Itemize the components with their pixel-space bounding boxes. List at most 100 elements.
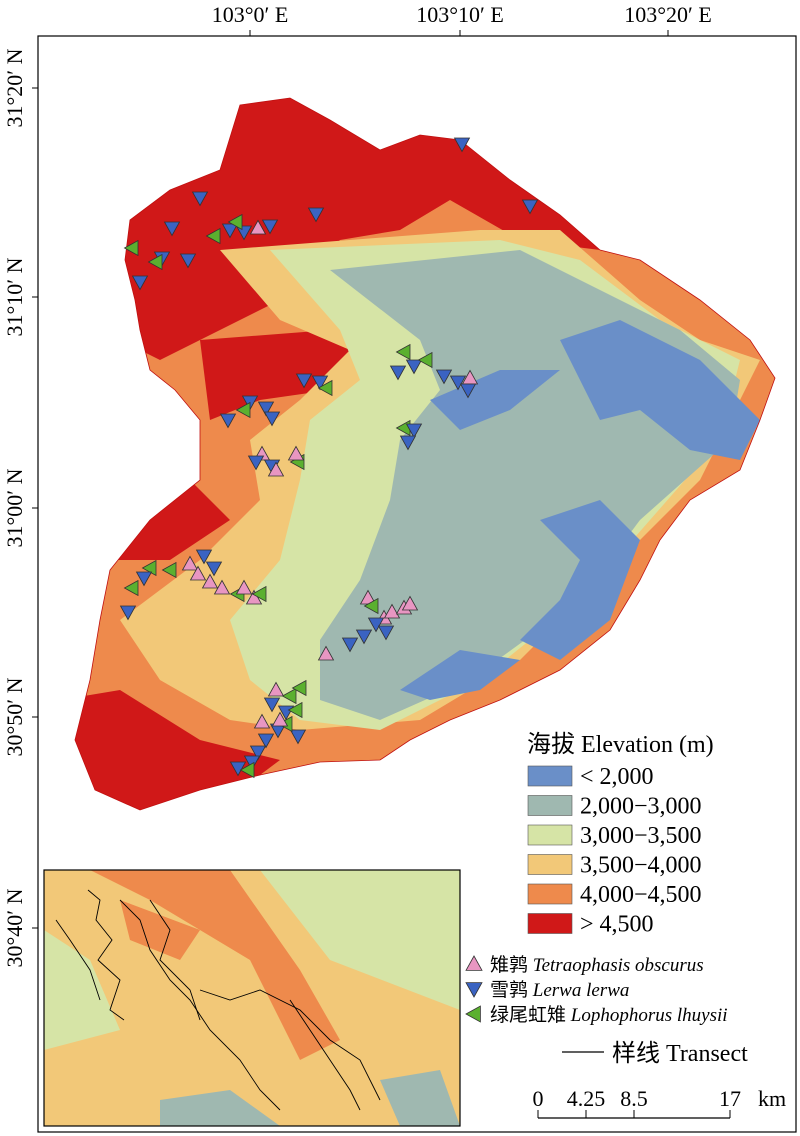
triangle-left-icon: [287, 701, 303, 719]
triangle-left-icon: [235, 401, 251, 419]
triangle-left-icon: [465, 1005, 481, 1023]
graticule: 103°0′ E 103°10′ E 103°20′ E 31°20′ N 31…: [2, 2, 712, 968]
triangle-down-icon: [219, 413, 237, 429]
triangle-left-icon: [281, 687, 297, 705]
legend-swatch: [527, 824, 573, 846]
triangle-down-icon: [465, 982, 483, 998]
triangle-up-icon: [465, 955, 483, 971]
map-frame: [37, 35, 797, 1133]
scale-bar: 0 4.25 8.5 17 km: [533, 1086, 786, 1119]
lat-label-31-20: 31°20′ N: [2, 48, 27, 127]
occurrence-markers: [119, 137, 539, 779]
legend-species-label: 雪鹑 Lerwa lerwa: [490, 979, 629, 1001]
lon-label-103-20: 103°20′ E: [624, 2, 712, 27]
triangle-down-icon: [311, 375, 329, 391]
inset-map: [43, 869, 461, 1127]
triangle-down-icon: [453, 137, 471, 153]
legend-class-label: > 4,500: [580, 912, 654, 938]
triangle-down-icon: [295, 373, 313, 389]
triangle-left-icon: [363, 597, 379, 615]
triangle-up-icon: [267, 681, 285, 697]
triangle-up-icon: [253, 713, 271, 729]
triangle-up-icon: [201, 573, 219, 589]
scale-unit: km: [758, 1086, 786, 1111]
triangle-left-icon: [123, 239, 139, 257]
triangle-up-icon: [271, 711, 289, 727]
triangle-up-icon: [287, 445, 305, 461]
triangle-down-icon: [229, 761, 247, 777]
triangle-down-icon: [367, 617, 385, 633]
triangle-down-icon: [249, 745, 267, 761]
elev-zone-lt2000: [560, 320, 760, 460]
lat-label-31-00: 31°00′ N: [2, 468, 27, 547]
legend-swatch: [527, 795, 573, 816]
transect-legend-label: 样线 Transect: [612, 1040, 748, 1067]
triangle-up-icon: [401, 595, 419, 611]
triangle-down-icon: [235, 225, 253, 241]
triangle-down-icon: [221, 223, 239, 239]
lat-label-31-10: 31°10′ N: [2, 257, 27, 336]
triangle-down-icon: [289, 729, 307, 745]
legend-class-label: 3,500−4,000: [580, 853, 702, 879]
triangle-left-icon: [227, 213, 243, 231]
triangle-down-icon: [263, 411, 281, 427]
triangle-down-icon: [341, 637, 359, 653]
legend-class-label: 2,000−3,000: [580, 794, 702, 820]
triangle-left-icon: [291, 679, 307, 697]
lon-label-103-10: 103°10′ E: [416, 2, 504, 27]
triangle-left-icon: [317, 379, 333, 397]
triangle-down-icon: [179, 253, 197, 269]
triangle-down-icon: [257, 401, 275, 417]
inset-transect-lines: [55, 889, 381, 1111]
legend-species-label: 绿尾虹雉 Lophophorus lhuysii: [490, 1004, 728, 1026]
triangle-up-icon: [213, 579, 231, 595]
triangle-left-icon: [395, 343, 411, 361]
legend-class-label: 4,000−4,500: [580, 882, 702, 908]
triangle-up-icon: [267, 461, 285, 477]
triangle-left-icon: [251, 585, 267, 603]
scale-label-8-5: 8.5: [620, 1086, 648, 1111]
legend-species-label: 雉鹑 Tetraophasis obscurus: [490, 954, 704, 976]
triangle-up-icon: [383, 603, 401, 619]
triangle-down-icon: [521, 199, 539, 215]
triangle-down-icon: [389, 365, 407, 381]
triangle-down-icon: [435, 369, 453, 385]
triangle-up-icon: [249, 219, 267, 235]
triangle-down-icon: [257, 733, 275, 749]
elevation-raster: [75, 98, 775, 810]
triangle-down-icon: [307, 207, 325, 223]
triangle-up-icon: [181, 555, 199, 571]
triangle-up-icon: [317, 645, 335, 661]
triangle-down-icon: [355, 629, 373, 645]
legend-swatch: [527, 913, 573, 934]
triangle-down-icon: [135, 571, 153, 587]
triangle-left-icon: [417, 351, 433, 369]
triangle-left-icon: [205, 227, 221, 245]
legend-title: 海拔 Elevation (m): [527, 731, 714, 758]
triangle-down-icon: [449, 375, 467, 391]
triangle-down-icon: [195, 549, 213, 565]
legend: 海拔 Elevation (m) < 2,000 2,000−3,000 3,000…: [465, 731, 786, 1119]
legend-swatch: [527, 854, 573, 875]
scale-label-17: 17: [719, 1086, 741, 1111]
triangle-left-icon: [123, 579, 139, 597]
triangle-down-icon: [191, 191, 209, 207]
scale-label-0: 0: [533, 1086, 544, 1111]
triangle-down-icon: [405, 359, 423, 375]
triangle-left-icon: [239, 761, 255, 779]
triangle-up-icon: [235, 579, 253, 595]
triangle-up-icon: [189, 565, 207, 581]
triangle-down-icon: [205, 561, 223, 577]
lon-label-103-00: 103°0′ E: [212, 2, 289, 27]
scale-label-4-25: 4.25: [567, 1086, 606, 1111]
triangle-left-icon: [161, 561, 177, 579]
lat-label-30-40: 30°40′ N: [2, 888, 27, 967]
legend-class-label: 3,000−3,500: [580, 823, 702, 849]
triangle-down-icon: [247, 455, 265, 471]
lat-label-30-50: 30°50′ N: [2, 677, 27, 756]
triangle-down-icon: [263, 697, 281, 713]
triangle-down-icon: [399, 435, 417, 451]
triangle-down-icon: [119, 605, 137, 621]
triangle-down-icon: [131, 275, 149, 291]
